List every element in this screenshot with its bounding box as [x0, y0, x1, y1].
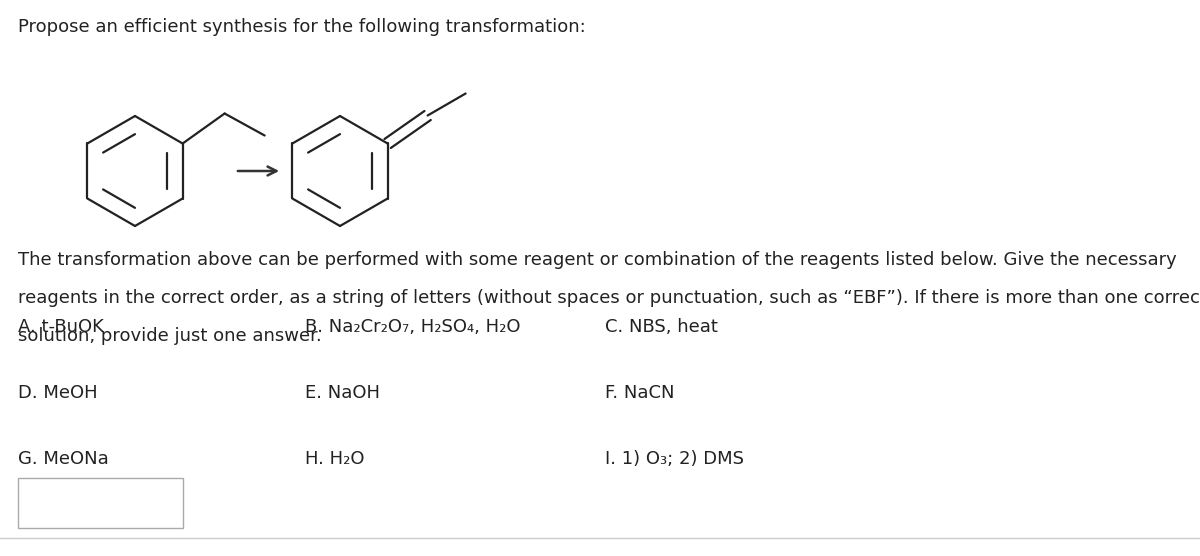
Text: D. MeOH: D. MeOH: [18, 384, 97, 402]
Text: G. MeONa: G. MeONa: [18, 450, 109, 468]
Text: B. Na₂Cr₂O₇, H₂SO₄, H₂O: B. Na₂Cr₂O₇, H₂SO₄, H₂O: [305, 318, 521, 336]
Text: solution, provide just one answer.: solution, provide just one answer.: [18, 327, 322, 345]
Text: H. H₂O: H. H₂O: [305, 450, 365, 468]
Text: I. 1) O₃; 2) DMS: I. 1) O₃; 2) DMS: [605, 450, 744, 468]
FancyBboxPatch shape: [18, 478, 182, 528]
Text: A. t-BuOK: A. t-BuOK: [18, 318, 104, 336]
Text: F. NaCN: F. NaCN: [605, 384, 674, 402]
Text: The transformation above can be performed with some reagent or combination of th: The transformation above can be performe…: [18, 251, 1177, 269]
Text: reagents in the correct order, as a string of letters (without spaces or punctua: reagents in the correct order, as a stri…: [18, 289, 1200, 307]
Text: C. NBS, heat: C. NBS, heat: [605, 318, 718, 336]
Text: Propose an efficient synthesis for the following transformation:: Propose an efficient synthesis for the f…: [18, 18, 586, 36]
Text: E. NaOH: E. NaOH: [305, 384, 380, 402]
